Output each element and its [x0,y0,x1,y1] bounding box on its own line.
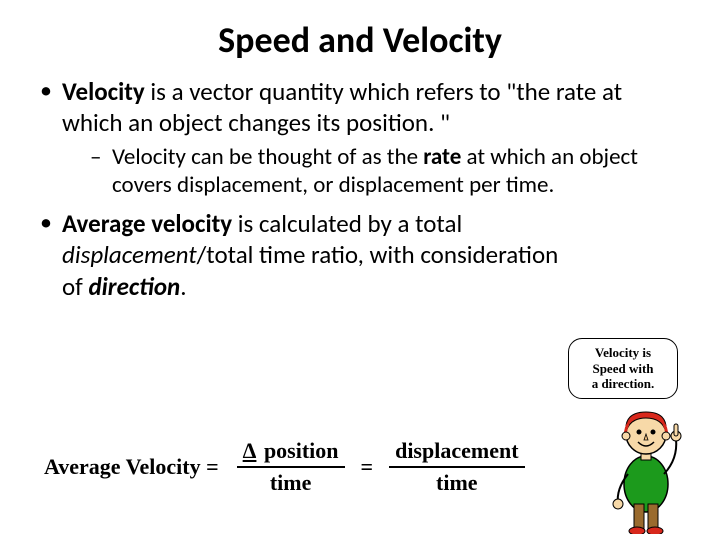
bullet-list: Velocity is a vector quantity which refe… [36,76,684,302]
delta-symbol: Δ [243,438,257,464]
bullet2-mid: is calculated by a total [232,208,462,239]
bullet2-end: . [180,271,186,302]
character-illustration [596,384,696,534]
denominator-1: time [264,468,318,498]
bullet2-italic2: direction [88,271,180,302]
fraction-1: Δ position time [237,436,345,498]
equals-sign: = [361,454,374,480]
slide-title: Speed and Velocity [36,18,684,62]
sub1-before: Velocity can be thought of as the [112,143,423,171]
callout-line1: Velocity is [573,345,673,361]
numerator-2: displacement [389,436,524,466]
numerator-1: Δ position [237,436,345,466]
sub-bullet-1: Velocity can be thought of as the rate a… [90,143,684,201]
bullet2-italic1: displacement [62,239,197,270]
bullet1-bold: Velocity [62,76,145,107]
sub-bullet-list-1: Velocity can be thought of as the rate a… [62,143,684,201]
average-velocity-formula: Average Velocity = Δ position time = dis… [44,436,533,498]
character-svg [596,384,696,534]
callout-line2: Speed with [573,361,673,377]
slide: Speed and Velocity Velocity is a vector … [0,0,720,540]
bullet1-rest: is a vector quantity which refers to "th… [62,76,622,138]
bullet-2: Average velocity is calculated by a tota… [36,208,684,302]
sub1-bold: rate [423,143,461,171]
fraction-2: displacement time [389,436,524,498]
formula-lhs: Average Velocity = [44,454,219,480]
denominator-2: time [430,468,484,498]
bullet-1: Velocity is a vector quantity which refe… [36,76,684,200]
numerator1-word: position [258,438,338,463]
bullet2-bold: Average velocity [62,208,232,239]
